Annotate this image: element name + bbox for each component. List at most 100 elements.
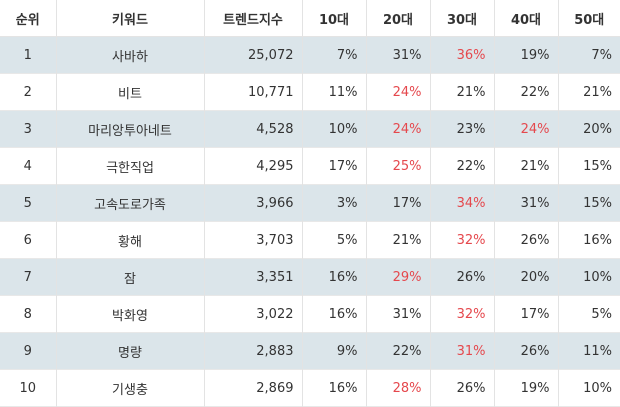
header-keyword: 키워드 xyxy=(55,0,204,37)
cell-p50: 21% xyxy=(557,73,620,111)
cell-p50: 15% xyxy=(557,184,620,222)
cell-p10: 3% xyxy=(301,184,366,222)
cell-trend: 3,022 xyxy=(203,295,302,333)
cell-p30: 31% xyxy=(429,332,494,370)
cell-p30: 21% xyxy=(429,73,494,111)
cell-p30: 26% xyxy=(429,369,494,407)
cell-p30: 23% xyxy=(429,110,494,148)
table-body: 1 사바하 25,072 7% 31% 36% 19% 7% 2 비트 10,7… xyxy=(0,36,620,407)
cell-p30: 32% xyxy=(429,221,494,259)
cell-p50: 11% xyxy=(557,332,620,370)
cell-p20: 24% xyxy=(365,110,430,148)
cell-keyword: 마리앙투아네트 xyxy=(55,110,204,148)
cell-p30: 22% xyxy=(429,147,494,185)
header-age-40s: 40대 xyxy=(493,0,558,37)
header-age-10s: 10대 xyxy=(301,0,366,37)
cell-trend: 3,703 xyxy=(203,221,302,259)
table-header-row: 순위 키워드 트렌드지수 10대 20대 30대 40대 50대 xyxy=(0,0,620,37)
table-row: 6 황해 3,703 5% 21% 32% 26% 16% xyxy=(0,221,620,259)
cell-p40: 31% xyxy=(493,184,558,222)
cell-p10: 10% xyxy=(301,110,366,148)
cell-p30: 34% xyxy=(429,184,494,222)
cell-p40: 19% xyxy=(493,36,558,74)
cell-trend: 2,869 xyxy=(203,369,302,407)
cell-p40: 26% xyxy=(493,221,558,259)
cell-p40: 20% xyxy=(493,258,558,296)
cell-rank: 5 xyxy=(23,195,32,211)
cell-rank: 1 xyxy=(23,47,32,63)
cell-p20: 21% xyxy=(365,221,430,259)
cell-keyword: 고속도로가족 xyxy=(55,184,204,222)
cell-trend: 2,883 xyxy=(203,332,302,370)
cell-p40: 19% xyxy=(493,369,558,407)
header-age-20s: 20대 xyxy=(365,0,430,37)
cell-p10: 9% xyxy=(301,332,366,370)
cell-rank: 9 xyxy=(23,343,32,359)
cell-p40: 21% xyxy=(493,147,558,185)
cell-trend: 4,295 xyxy=(203,147,302,185)
cell-trend: 3,351 xyxy=(203,258,302,296)
cell-p50: 20% xyxy=(557,110,620,148)
cell-p50: 10% xyxy=(557,369,620,407)
cell-keyword: 비트 xyxy=(55,73,204,111)
table-row: 5 고속도로가족 3,966 3% 17% 34% 31% 15% xyxy=(0,184,620,222)
header-age-30s: 30대 xyxy=(429,0,494,37)
cell-p10: 11% xyxy=(301,73,366,111)
cell-rank: 10 xyxy=(19,380,37,396)
cell-p20: 28% xyxy=(365,369,430,407)
cell-p40: 26% xyxy=(493,332,558,370)
cell-keyword: 잠 xyxy=(55,258,204,296)
cell-p10: 7% xyxy=(301,36,366,74)
table-row: 4 극한직업 4,295 17% 25% 22% 21% 15% xyxy=(0,147,620,185)
cell-p40: 17% xyxy=(493,295,558,333)
cell-keyword: 극한직업 xyxy=(55,147,204,185)
header-trend-index: 트렌드지수 xyxy=(203,0,302,37)
cell-trend: 3,966 xyxy=(203,184,302,222)
cell-keyword: 사바하 xyxy=(55,36,204,74)
table-row: 2 비트 10,771 11% 24% 21% 22% 21% xyxy=(0,73,620,111)
table-row: 10 기생충 2,869 16% 28% 26% 19% 10% xyxy=(0,369,620,407)
cell-p20: 31% xyxy=(365,295,430,333)
table-row: 9 명량 2,883 9% 22% 31% 26% 11% xyxy=(0,332,620,370)
header-rank: 순위 xyxy=(0,0,56,37)
cell-p10: 16% xyxy=(301,369,366,407)
cell-p10: 16% xyxy=(301,295,366,333)
cell-keyword: 명량 xyxy=(55,332,204,370)
cell-keyword: 박화영 xyxy=(55,295,204,333)
table-row: 8 박화영 3,022 16% 31% 32% 17% 5% xyxy=(0,295,620,333)
cell-rank: 8 xyxy=(23,306,32,322)
header-age-50s: 50대 xyxy=(557,0,620,37)
cell-p20: 17% xyxy=(365,184,430,222)
cell-p10: 5% xyxy=(301,221,366,259)
cell-rank: 3 xyxy=(23,121,32,137)
cell-p20: 31% xyxy=(365,36,430,74)
cell-rank: 4 xyxy=(23,158,32,174)
cell-p20: 29% xyxy=(365,258,430,296)
cell-trend: 4,528 xyxy=(203,110,302,148)
cell-trend: 10,771 xyxy=(203,73,302,111)
cell-rank: 2 xyxy=(23,84,32,100)
cell-p10: 17% xyxy=(301,147,366,185)
cell-p50: 16% xyxy=(557,221,620,259)
cell-p50: 5% xyxy=(557,295,620,333)
cell-p50: 7% xyxy=(557,36,620,74)
table-row: 7 잠 3,351 16% 29% 26% 20% 10% xyxy=(0,258,620,296)
cell-p20: 22% xyxy=(365,332,430,370)
cell-keyword: 황해 xyxy=(55,221,204,259)
cell-p30: 32% xyxy=(429,295,494,333)
table-row: 3 마리앙투아네트 4,528 10% 24% 23% 24% 20% xyxy=(0,110,620,148)
cell-p20: 24% xyxy=(365,73,430,111)
cell-p50: 15% xyxy=(557,147,620,185)
cell-p10: 16% xyxy=(301,258,366,296)
table-row: 1 사바하 25,072 7% 31% 36% 19% 7% xyxy=(0,36,620,74)
cell-p30: 36% xyxy=(429,36,494,74)
cell-keyword: 기생충 xyxy=(55,369,204,407)
cell-p40: 24% xyxy=(493,110,558,148)
cell-p50: 10% xyxy=(557,258,620,296)
cell-rank: 6 xyxy=(23,232,32,248)
cell-p40: 22% xyxy=(493,73,558,111)
cell-trend: 25,072 xyxy=(203,36,302,74)
cell-p30: 26% xyxy=(429,258,494,296)
cell-rank: 7 xyxy=(23,269,32,285)
